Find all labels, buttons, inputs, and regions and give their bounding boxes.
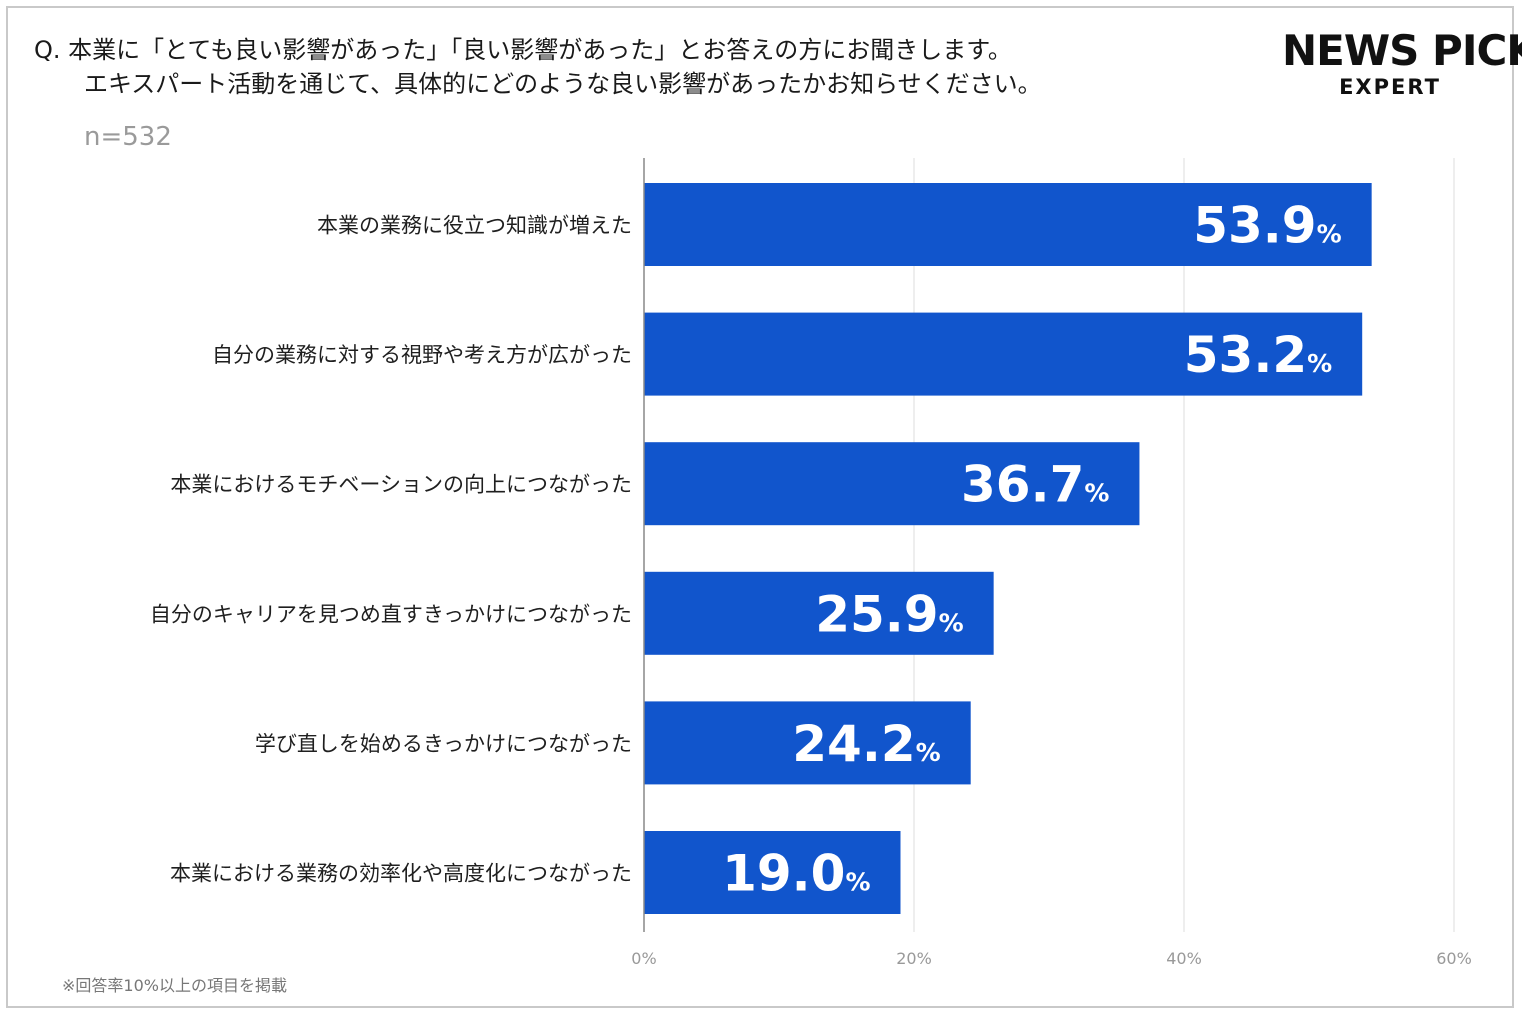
logo-top-text: NEWS PICKS	[1282, 26, 1522, 75]
bar	[644, 183, 1372, 266]
category-label: 学び直しを始めるきっかけにつながった	[255, 732, 632, 756]
logo-bottom-text: EXPERT	[1339, 75, 1441, 99]
bar	[644, 442, 1140, 526]
x-tick-label: 0%	[631, 949, 656, 968]
newspicks-expert-logo: NEWS PICKS EXPERT	[1282, 26, 1522, 100]
x-tick-label: 20%	[896, 949, 932, 968]
value-label: 36.7%	[961, 456, 1109, 514]
x-tick-label: 60%	[1436, 949, 1472, 968]
category-label: 本業における業務の効率化や高度化につながった	[170, 862, 632, 886]
question-line-1: Q. 本業に「とても良い影響があった」「良い影響があった」とお答えの方にお聞きし…	[34, 36, 1012, 64]
bar	[644, 701, 971, 785]
bar	[644, 571, 994, 655]
question-line-2: エキスパート活動を通じて、具体的にどのような良い影響があったかお知らせください。	[84, 70, 1042, 98]
bar	[644, 312, 1363, 396]
value-label: 53.9%	[1193, 197, 1341, 255]
value-label: 24.2%	[792, 715, 940, 773]
category-label: 自分のキャリアを見つめ直すきっかけにつながった	[150, 602, 632, 626]
bar	[644, 831, 901, 914]
value-label: 25.9%	[815, 585, 963, 643]
x-tick-label: 40%	[1166, 949, 1202, 968]
value-label: 53.2%	[1184, 326, 1332, 384]
category-label: 本業の業務に役立つ知識が増えた	[317, 214, 632, 238]
category-label: 自分の業務に対する視野や考え方が広がった	[212, 343, 632, 367]
sample-size: n=532	[84, 122, 172, 152]
value-label: 19.0%	[722, 845, 870, 903]
category-label: 本業におけるモチベーションの向上につながった	[170, 473, 632, 497]
footnote: ※回答率10%以上の項目を掲載	[62, 976, 287, 995]
